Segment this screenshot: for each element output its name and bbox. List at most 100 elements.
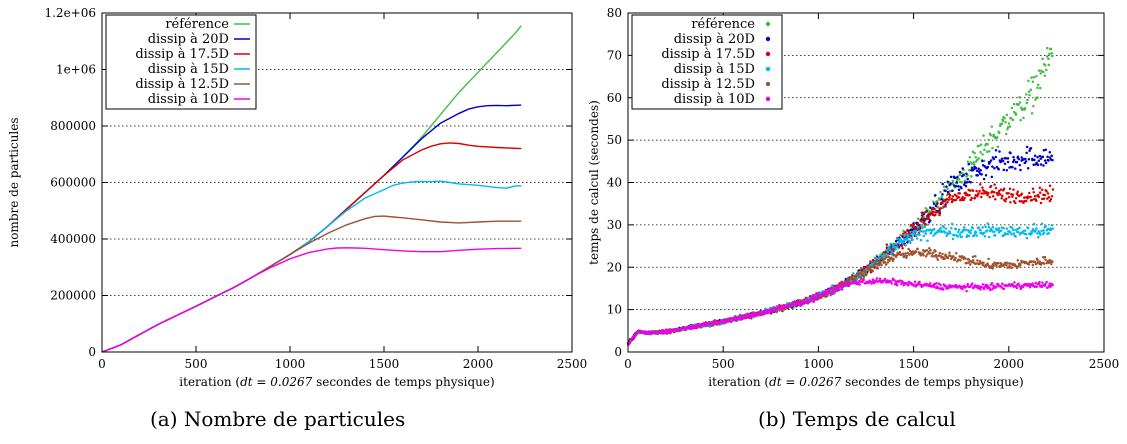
- series-points-5: [627, 277, 1054, 346]
- data-point: [970, 175, 973, 178]
- data-point: [1003, 287, 1006, 290]
- data-point: [696, 327, 699, 330]
- data-point: [983, 288, 986, 291]
- data-point: [1000, 197, 1003, 200]
- data-point: [969, 263, 972, 266]
- legend-swatch: [766, 37, 770, 41]
- data-point: [969, 156, 972, 159]
- data-point: [1038, 160, 1041, 163]
- data-point: [1047, 159, 1050, 162]
- data-point: [985, 174, 988, 177]
- y-tick-label: 400000: [50, 232, 96, 246]
- data-point: [958, 196, 961, 199]
- data-point: [969, 232, 972, 235]
- data-point: [1041, 281, 1044, 284]
- data-point: [977, 157, 980, 160]
- data-point: [979, 229, 982, 232]
- y-tick-label: 1.2e+06: [44, 6, 96, 20]
- legend-swatch: [766, 52, 770, 56]
- data-point: [886, 243, 889, 246]
- y-tick-label: 70: [607, 48, 622, 62]
- data-point: [833, 289, 836, 292]
- data-point: [995, 149, 998, 152]
- data-point: [966, 181, 969, 184]
- data-point: [1033, 223, 1036, 226]
- data-point: [1035, 75, 1038, 78]
- data-point: [1026, 237, 1029, 240]
- data-point: [976, 259, 979, 262]
- data-point: [917, 226, 920, 229]
- data-point: [906, 241, 909, 244]
- data-point: [945, 227, 948, 230]
- data-point: [1026, 146, 1029, 149]
- data-point: [975, 231, 978, 234]
- series-line-5: [102, 248, 521, 352]
- data-point: [848, 285, 851, 288]
- data-point: [1002, 120, 1005, 123]
- data-point: [1035, 285, 1038, 288]
- data-point: [1047, 192, 1050, 195]
- data-point: [952, 238, 955, 241]
- data-point: [993, 264, 996, 267]
- data-point: [1036, 232, 1039, 235]
- data-point: [935, 254, 938, 257]
- data-point: [1006, 227, 1009, 230]
- data-point: [973, 163, 976, 166]
- data-point: [1010, 267, 1013, 270]
- data-point: [975, 167, 978, 170]
- data-point: [1039, 233, 1042, 236]
- data-point: [939, 191, 942, 194]
- data-point: [839, 282, 842, 285]
- data-point: [1014, 202, 1017, 205]
- data-point: [917, 222, 920, 225]
- data-point: [987, 139, 990, 142]
- data-point: [907, 235, 910, 238]
- data-point: [1050, 198, 1053, 201]
- data-point: [958, 229, 961, 232]
- data-point: [991, 125, 994, 128]
- data-point: [879, 277, 882, 280]
- data-point: [983, 148, 986, 151]
- data-point: [923, 235, 926, 238]
- data-point: [923, 226, 926, 229]
- data-point: [838, 289, 841, 292]
- data-point: [1031, 282, 1034, 285]
- data-point: [1036, 156, 1039, 159]
- data-point: [927, 215, 930, 218]
- data-point: [1040, 163, 1043, 166]
- data-point: [955, 228, 958, 231]
- data-point: [1000, 229, 1003, 232]
- x-tick-label: 0: [624, 357, 632, 371]
- data-point: [981, 186, 984, 189]
- data-point: [1007, 161, 1010, 164]
- data-point: [946, 201, 949, 204]
- data-point: [1007, 192, 1010, 195]
- data-point: [875, 263, 878, 266]
- data-point: [1005, 264, 1008, 267]
- data-point: [997, 168, 1000, 171]
- data-point: [892, 258, 895, 261]
- data-point: [910, 236, 913, 239]
- data-point: [943, 226, 946, 229]
- data-point: [1051, 260, 1054, 263]
- data-point: [965, 185, 968, 188]
- data-point: [1051, 284, 1054, 287]
- data-point: [960, 181, 963, 184]
- legend-label: dissip à 12.5D: [135, 77, 229, 92]
- data-point: [888, 245, 891, 248]
- data-point: [1039, 87, 1042, 90]
- data-point: [884, 278, 887, 281]
- data-point: [896, 238, 899, 241]
- data-point: [890, 280, 893, 283]
- data-point: [1031, 199, 1034, 202]
- legend-label: référence: [691, 17, 755, 32]
- data-point: [880, 264, 883, 267]
- data-point: [836, 286, 839, 289]
- data-point: [972, 255, 975, 258]
- caption-a: (a) Nombre de particules: [150, 407, 405, 431]
- data-point: [997, 146, 1000, 149]
- y-tick-label: 800000: [50, 119, 96, 133]
- data-point: [967, 161, 970, 164]
- data-point: [1039, 155, 1042, 158]
- data-point: [1011, 107, 1014, 110]
